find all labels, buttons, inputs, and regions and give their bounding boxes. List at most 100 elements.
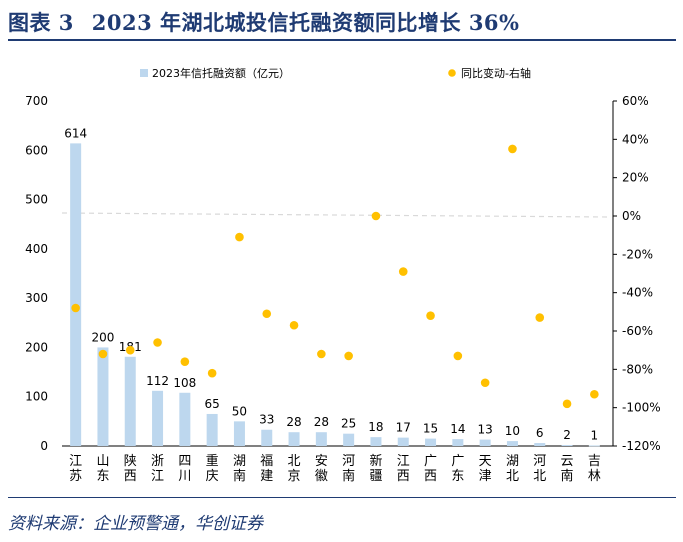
right-tick-label: -80% xyxy=(622,362,653,376)
category-label: 苏 xyxy=(69,468,82,484)
yoy-dot xyxy=(508,144,517,154)
bar xyxy=(561,445,573,446)
left-tick-label: 500 xyxy=(25,193,48,207)
category-label: 广 xyxy=(451,454,464,469)
legend-dot-label: 同比变动-右轴 xyxy=(461,66,531,80)
right-tick-label: -40% xyxy=(622,286,653,300)
yoy-dot xyxy=(289,320,299,330)
figure-title: 2023 年湖北城投信托融资额同比增长 36% xyxy=(91,10,520,35)
yoy-dot xyxy=(235,232,244,242)
left-tick-label: 700 xyxy=(25,94,48,108)
bar xyxy=(370,437,382,446)
category-label: 安 xyxy=(315,454,328,469)
category-label: 南 xyxy=(342,468,355,484)
bar xyxy=(179,392,191,446)
yoy-dot xyxy=(71,303,80,313)
category-label: 西 xyxy=(124,469,137,484)
source-note: 资料来源：企业预警通，华创证券 xyxy=(8,514,263,534)
bar-value-label: 614 xyxy=(64,126,87,140)
category-label: 西 xyxy=(424,469,437,484)
yoy-dot xyxy=(344,351,353,361)
source-rule xyxy=(8,497,676,498)
category-label: 重 xyxy=(206,453,219,469)
category-label: 疆 xyxy=(369,469,382,484)
yoy-dot xyxy=(453,351,463,361)
right-tick-label: -60% xyxy=(622,324,653,338)
category-label: 南 xyxy=(561,468,574,484)
category-label: 福 xyxy=(260,454,273,469)
legend-bar-label: 2023年信托融资额（亿元） xyxy=(152,66,290,80)
category-label: 西 xyxy=(397,469,410,484)
category-label: 广 xyxy=(424,454,437,469)
bar xyxy=(315,432,327,446)
left-tick-label: 0 xyxy=(40,439,48,453)
bar-value-label: 14 xyxy=(450,422,465,436)
category-label: 川 xyxy=(178,469,191,484)
category-label: 河 xyxy=(342,454,355,469)
left-tick-label: 300 xyxy=(25,291,48,305)
category-label: 东 xyxy=(451,469,464,484)
bar-value-label: 108 xyxy=(173,376,196,390)
category-label: 湖 xyxy=(506,454,519,469)
bar-value-label: 1 xyxy=(591,429,599,443)
bar xyxy=(534,443,546,446)
bar xyxy=(425,438,437,446)
bar-value-label: 200 xyxy=(91,330,114,344)
category-label: 津 xyxy=(479,469,492,484)
bar-value-label: 13 xyxy=(478,423,493,437)
yoy-dot xyxy=(262,309,272,319)
legend-dot-swatch xyxy=(448,69,456,77)
bar-value-label: 10 xyxy=(505,424,520,438)
right-tick-label: 0% xyxy=(622,209,641,223)
right-tick-label: -100% xyxy=(622,401,661,415)
yoy-dot xyxy=(207,368,217,378)
category-label: 吉 xyxy=(588,454,601,469)
bar-scatter-chart: 0 100 200 300 400 500 600 700 -120% -100% -80% -60%… xyxy=(25,66,661,484)
yoy-dot xyxy=(426,311,435,320)
yoy-dot xyxy=(535,313,545,322)
category-label: 四 xyxy=(178,454,191,469)
category-label: 河 xyxy=(533,454,546,469)
category-label: 新 xyxy=(369,453,382,469)
bar-value-label: 65 xyxy=(205,397,220,411)
category-label: 江 xyxy=(397,454,410,469)
category-label: 东 xyxy=(96,469,109,484)
yoy-dot xyxy=(562,399,572,409)
bar-value-label: 28 xyxy=(314,415,329,429)
bar xyxy=(343,433,355,446)
yoy-dot xyxy=(590,389,599,399)
category-label: 徽 xyxy=(315,469,328,484)
category-label: 江 xyxy=(69,454,82,469)
zero-reference-line xyxy=(61,212,609,218)
bar xyxy=(452,439,464,446)
right-tick-label: -20% xyxy=(622,247,653,261)
bar-value-label: 28 xyxy=(286,415,301,429)
bar-value-label: 33 xyxy=(259,413,274,427)
category-label: 山 xyxy=(96,454,109,469)
bar-value-label: 2 xyxy=(563,428,571,442)
category-label: 京 xyxy=(288,469,301,484)
bar xyxy=(124,356,136,446)
bar xyxy=(479,439,491,446)
bar xyxy=(588,445,600,447)
left-tick-label: 100 xyxy=(25,390,48,404)
bar xyxy=(206,413,218,446)
right-tick-label: 20% xyxy=(622,171,649,185)
category-label: 陕 xyxy=(124,454,137,469)
category-label: 浙 xyxy=(151,454,164,469)
category-label: 建 xyxy=(260,469,273,484)
category-label: 林 xyxy=(588,469,601,484)
title-rule xyxy=(8,39,676,41)
figure-number: 图表 3 xyxy=(8,10,74,35)
yoy-dot xyxy=(153,338,162,347)
bar xyxy=(97,347,109,446)
category-label: 北 xyxy=(506,469,519,484)
yoy-dot xyxy=(398,267,408,276)
left-tick-label: 600 xyxy=(25,143,48,157)
bar xyxy=(152,390,164,446)
right-tick-label: 60% xyxy=(622,94,649,108)
yoy-dot xyxy=(317,349,326,359)
bar xyxy=(70,143,82,446)
category-label: 天 xyxy=(479,454,492,469)
yoy-dot xyxy=(180,357,190,366)
